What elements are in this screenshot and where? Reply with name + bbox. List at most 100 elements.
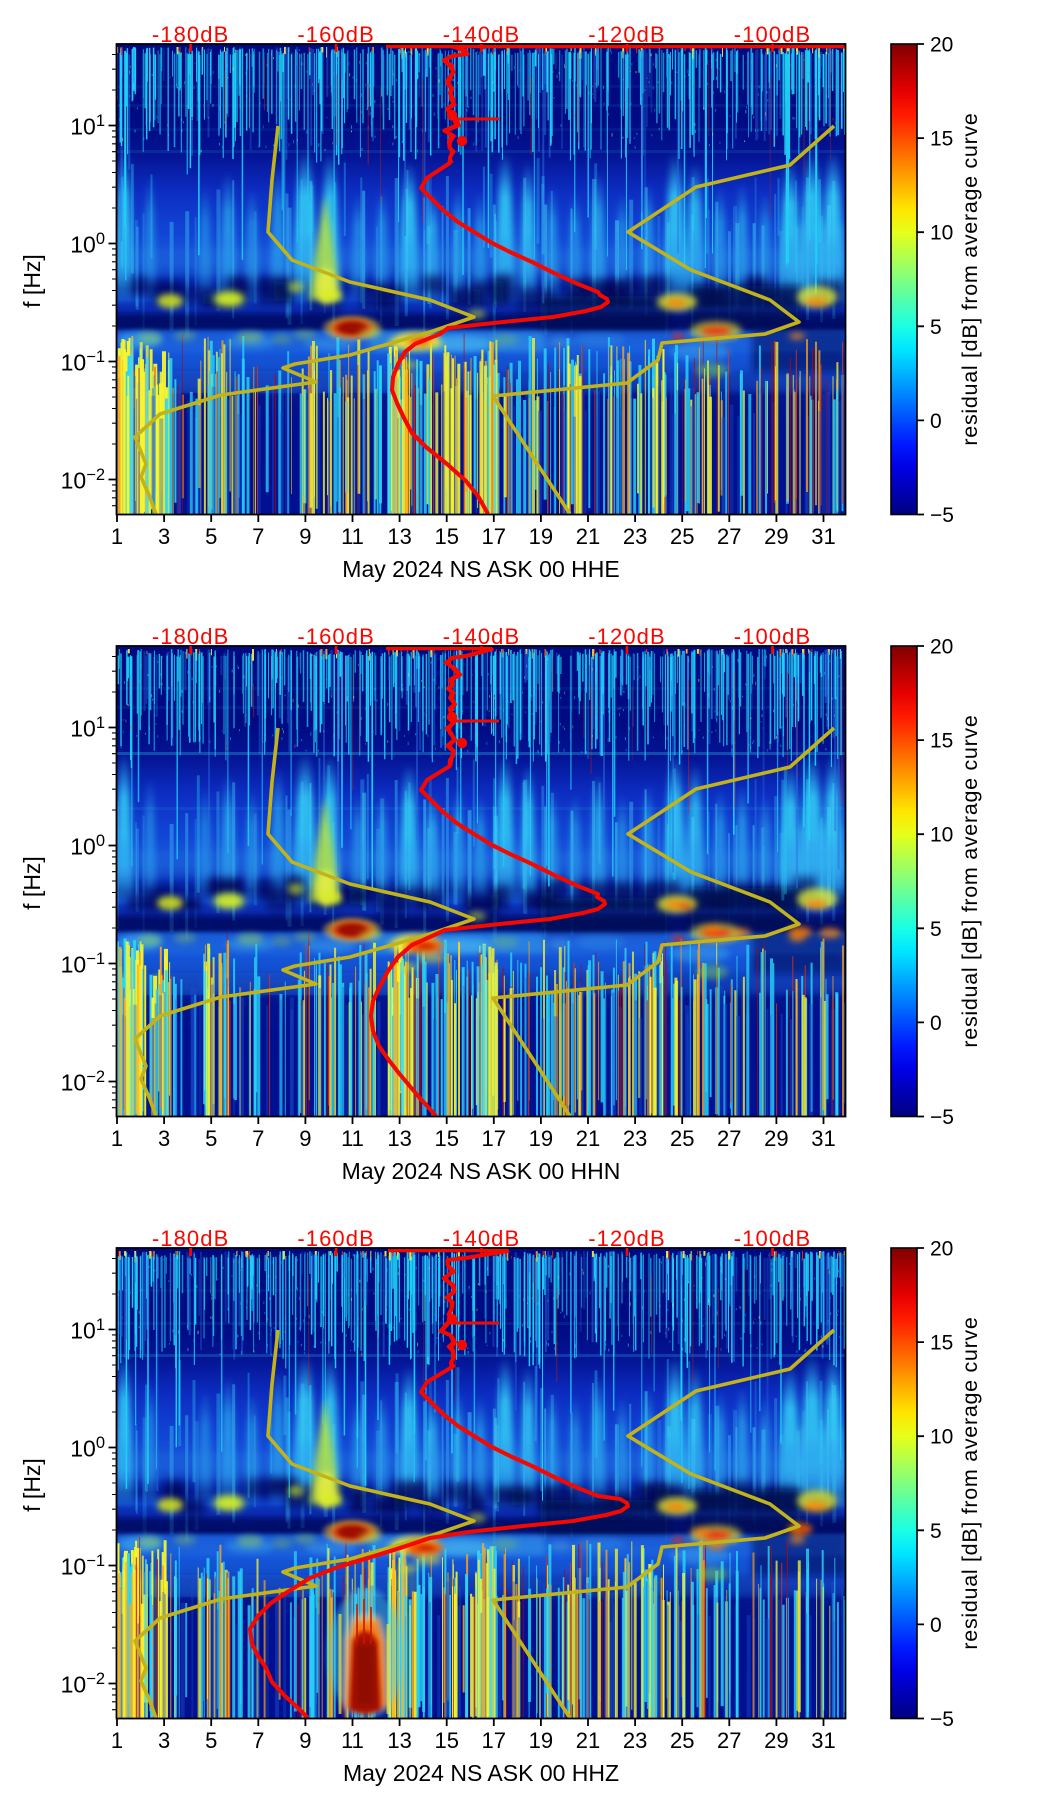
svg-text:-180dB: -180dB (152, 22, 230, 47)
svg-text:5: 5 (930, 1520, 942, 1543)
svg-text:19: 19 (529, 1728, 553, 1753)
svg-text:27: 27 (717, 1126, 741, 1151)
svg-text:9: 9 (299, 1728, 311, 1753)
svg-text:-120dB: -120dB (588, 22, 666, 47)
svg-text:17: 17 (482, 1728, 506, 1753)
svg-text:5: 5 (205, 524, 217, 549)
svg-text:29: 29 (764, 524, 788, 549)
svg-text:9: 9 (299, 1126, 311, 1151)
svg-text:11: 11 (341, 524, 364, 549)
svg-text:1: 1 (111, 1126, 123, 1151)
svg-text:25: 25 (670, 1728, 694, 1753)
svg-text:7: 7 (252, 524, 264, 549)
svg-text:101: 101 (70, 714, 105, 742)
svg-text:residual [dB] from average cur: residual [dB] from average curve (958, 112, 982, 445)
svg-text:20: 20 (930, 1238, 953, 1261)
svg-text:7: 7 (252, 1126, 264, 1151)
svg-text:27: 27 (717, 1728, 741, 1753)
svg-text:20: 20 (930, 34, 953, 57)
svg-text:3: 3 (158, 524, 170, 549)
svg-text:17: 17 (482, 1126, 506, 1151)
svg-text:23: 23 (623, 1728, 647, 1753)
svg-text:15: 15 (930, 730, 953, 753)
svg-text:10: 10 (930, 222, 953, 245)
svg-text:May 2024 NS ASK 00 HHE: May 2024 NS ASK 00 HHE (342, 556, 619, 582)
svg-text:10−1: 10−1 (61, 1552, 105, 1580)
svg-text:31: 31 (811, 524, 835, 549)
svg-text:f [Hz]: f [Hz] (19, 1458, 45, 1512)
svg-text:11: 11 (341, 1126, 364, 1151)
svg-text:10−2: 10−2 (61, 1068, 105, 1096)
svg-text:19: 19 (529, 524, 553, 549)
svg-text:−5: −5 (930, 504, 954, 527)
svg-text:7: 7 (252, 1728, 264, 1753)
svg-text:100: 100 (70, 1434, 105, 1462)
svg-text:15: 15 (930, 128, 953, 151)
svg-text:13: 13 (387, 524, 411, 549)
svg-text:10: 10 (930, 1426, 953, 1449)
svg-text:-100dB: -100dB (734, 22, 812, 47)
svg-text:100: 100 (70, 832, 105, 860)
svg-text:5: 5 (930, 316, 942, 339)
svg-text:-140dB: -140dB (443, 22, 521, 47)
svg-text:-160dB: -160dB (297, 22, 375, 47)
svg-text:21: 21 (576, 524, 600, 549)
svg-text:f [Hz]: f [Hz] (19, 856, 45, 910)
svg-text:-180dB: -180dB (152, 624, 230, 649)
svg-text:17: 17 (482, 524, 506, 549)
svg-text:10−2: 10−2 (61, 1670, 105, 1698)
svg-text:20: 20 (930, 636, 953, 659)
svg-text:-160dB: -160dB (297, 624, 375, 649)
svg-text:0: 0 (930, 1012, 942, 1035)
svg-text:25: 25 (670, 1126, 694, 1151)
svg-text:-120dB: -120dB (588, 1226, 666, 1251)
svg-text:10: 10 (930, 824, 953, 847)
svg-text:31: 31 (811, 1126, 835, 1151)
svg-text:9: 9 (299, 524, 311, 549)
svg-text:1: 1 (111, 1728, 123, 1753)
svg-text:-140dB: -140dB (443, 624, 521, 649)
svg-text:101: 101 (70, 112, 105, 140)
svg-text:21: 21 (576, 1728, 600, 1753)
svg-text:-140dB: -140dB (443, 1226, 521, 1251)
svg-text:15: 15 (930, 1332, 953, 1355)
svg-text:21: 21 (576, 1126, 600, 1151)
svg-text:11: 11 (341, 1728, 364, 1753)
svg-text:31: 31 (811, 1728, 835, 1753)
svg-text:27: 27 (717, 524, 741, 549)
svg-text:−5: −5 (930, 1708, 954, 1731)
svg-text:0: 0 (930, 410, 942, 433)
svg-text:100: 100 (70, 230, 105, 258)
svg-text:29: 29 (764, 1728, 788, 1753)
svg-text:10−2: 10−2 (61, 466, 105, 494)
svg-text:3: 3 (158, 1126, 170, 1151)
svg-text:10−1: 10−1 (61, 348, 105, 376)
svg-text:0: 0 (930, 1614, 942, 1637)
svg-text:−5: −5 (930, 1106, 954, 1129)
svg-text:15: 15 (434, 1126, 458, 1151)
svg-text:19: 19 (529, 1126, 553, 1151)
svg-text:15: 15 (434, 524, 458, 549)
svg-text:23: 23 (623, 524, 647, 549)
svg-text:13: 13 (387, 1728, 411, 1753)
svg-text:5: 5 (205, 1126, 217, 1151)
svg-text:5: 5 (205, 1728, 217, 1753)
svg-text:29: 29 (764, 1126, 788, 1151)
svg-text:10−1: 10−1 (61, 950, 105, 978)
svg-text:f [Hz]: f [Hz] (19, 254, 45, 308)
svg-text:101: 101 (70, 1316, 105, 1344)
svg-text:-100dB: -100dB (734, 624, 812, 649)
svg-text:residual [dB] from average cur: residual [dB] from average curve (958, 714, 982, 1047)
svg-text:-100dB: -100dB (734, 1226, 812, 1251)
svg-text:3: 3 (158, 1728, 170, 1753)
svg-text:May 2024 NS ASK 00 HHZ: May 2024 NS ASK 00 HHZ (343, 1760, 619, 1786)
svg-text:23: 23 (623, 1126, 647, 1151)
svg-text:25: 25 (670, 524, 694, 549)
svg-text:-160dB: -160dB (297, 1226, 375, 1251)
svg-text:-120dB: -120dB (588, 624, 666, 649)
svg-text:5: 5 (930, 918, 942, 941)
svg-text:-180dB: -180dB (152, 1226, 230, 1251)
svg-text:13: 13 (387, 1126, 411, 1151)
svg-text:1: 1 (111, 524, 123, 549)
svg-text:May 2024 NS ASK 00 HHN: May 2024 NS ASK 00 HHN (342, 1158, 621, 1184)
